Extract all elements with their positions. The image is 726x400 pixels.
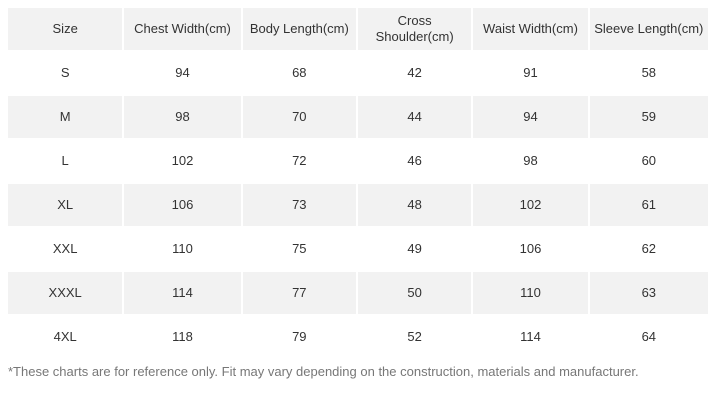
measure-cell: 94 [473, 96, 588, 138]
table-row: L 102 72 46 98 60 [8, 140, 708, 182]
header-cell: Sleeve Length(cm) [589, 8, 708, 50]
size-cell: XXXL [8, 272, 123, 314]
measure-cell: 46 [407, 153, 422, 168]
measure-cell: 106 [519, 241, 542, 256]
table-row: XXL 110 75 49 106 62 [8, 228, 708, 270]
measure-cell: 42 [407, 65, 422, 80]
measure-cell: 70 [242, 96, 356, 138]
size-cell: M [8, 96, 123, 138]
table-row: XL 106 73 48 102 61 [8, 184, 708, 226]
measure-cell: 75 [292, 241, 307, 256]
measure-cell: 114 [124, 272, 241, 314]
header-cell: Body Length(cm) [242, 8, 356, 50]
measure-cell: 102 [473, 184, 588, 226]
measure-cell: 64 [641, 329, 657, 344]
size-table: Size Chest Width(cm) Body Length(cm) Cross … [6, 6, 710, 360]
measure-cell: 44 [357, 96, 472, 138]
size-cell: XXL [52, 241, 78, 256]
measure-cell: 110 [473, 272, 588, 314]
table-row: S 94 68 42 91 58 [8, 52, 708, 94]
measure-cell: 61 [589, 184, 708, 226]
measure-cell: 68 [292, 65, 307, 80]
measure-cell: 49 [407, 241, 422, 256]
measure-cell: 79 [292, 329, 307, 344]
measure-cell: 72 [292, 153, 307, 168]
size-cell: L [61, 153, 69, 168]
header-cell: Cross Shoulder(cm) [357, 8, 472, 50]
table-row: XXXL 114 77 50 110 63 [8, 272, 708, 314]
table-body: S 94 68 42 91 58 M 98 70 44 94 59 L 102 72 46 98 60 XL 106 7… [8, 52, 708, 358]
measure-cell: 73 [242, 184, 356, 226]
table-row: 4XL 118 79 52 114 64 [8, 316, 708, 358]
measure-cell: 77 [242, 272, 356, 314]
header-cell: Waist Width(cm) [473, 8, 588, 50]
header-cell: Size [8, 8, 123, 50]
measure-cell: 50 [357, 272, 472, 314]
measure-cell: 114 [520, 329, 541, 344]
measure-cell: 98 [523, 153, 538, 168]
size-cell: S [60, 65, 70, 80]
measure-cell: 110 [172, 241, 193, 256]
measure-cell: 102 [171, 153, 194, 168]
header-row: Size Chest Width(cm) Body Length(cm) Cross … [8, 8, 708, 50]
size-cell: 4XL [53, 329, 77, 344]
measure-cell: 94 [175, 65, 190, 80]
measure-cell: 60 [641, 153, 657, 168]
size-cell: XL [8, 184, 123, 226]
measure-cell: 91 [523, 65, 538, 80]
footnote: *These charts are for reference only. Fi… [8, 364, 639, 379]
measure-cell: 52 [407, 329, 422, 344]
measure-cell: 98 [124, 96, 241, 138]
measure-cell: 63 [589, 272, 708, 314]
measure-cell: 58 [641, 65, 657, 80]
measure-cell: 118 [172, 329, 193, 344]
measure-cell: 59 [589, 96, 708, 138]
header-cell: Chest Width(cm) [124, 8, 241, 50]
table-row: M 98 70 44 94 59 [8, 96, 708, 138]
measure-cell: 48 [357, 184, 472, 226]
measure-cell: 106 [124, 184, 241, 226]
measure-cell: 62 [641, 241, 657, 256]
